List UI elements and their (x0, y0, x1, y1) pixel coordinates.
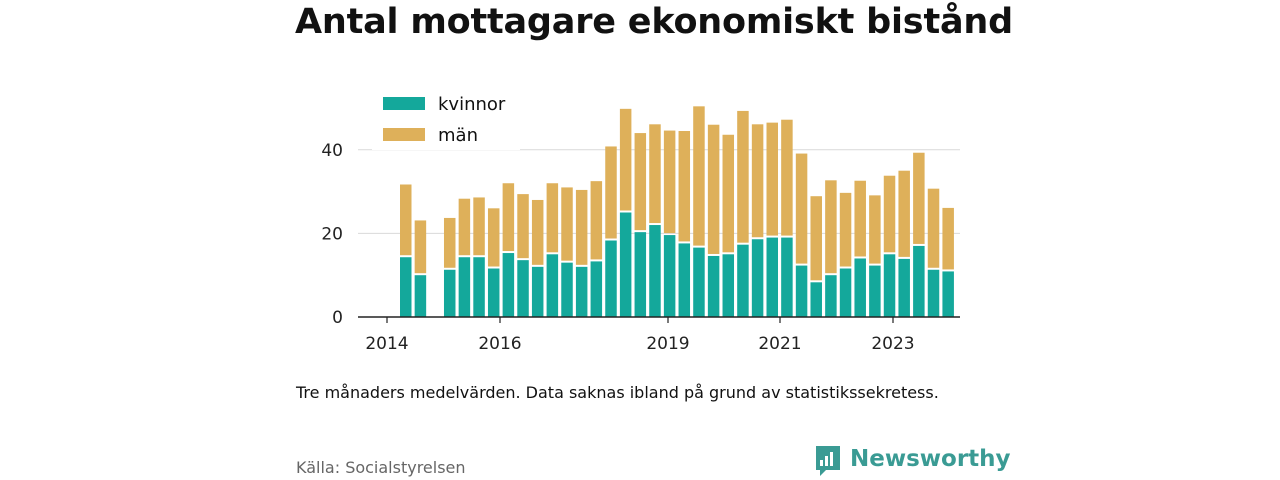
bar-man (781, 119, 793, 236)
bar-kvinnor (502, 253, 515, 317)
bar-kvinnor (414, 275, 427, 317)
bar-man (927, 188, 940, 268)
y-tick-label: 20 (321, 224, 343, 244)
bar-kvinnor (546, 254, 559, 317)
chart-title: Antal mottagare ekonomiskt bistånd (295, 2, 1013, 42)
bar-man (810, 196, 822, 281)
bar-man (531, 199, 544, 265)
bar-man (693, 106, 705, 246)
bar-kvinnor (810, 282, 822, 317)
bar-man (546, 183, 559, 253)
bar-kvinnor (751, 239, 764, 317)
bar-man (517, 194, 529, 259)
bar-kvinnor (737, 244, 749, 317)
bar-kvinnor (400, 257, 412, 317)
bar-kvinnor (663, 235, 676, 317)
bar-kvinnor (825, 275, 837, 317)
bar-man (751, 124, 764, 238)
bar-man (458, 198, 471, 256)
bar-kvinnor (942, 271, 954, 317)
bar-kvinnor (869, 265, 881, 317)
bar-man (795, 153, 808, 264)
bar-kvinnor (517, 260, 529, 317)
bar-kvinnor (854, 258, 866, 317)
x-tick-label: 2014 (365, 334, 408, 354)
bar-kvinnor (619, 212, 632, 317)
bar-man (766, 122, 778, 236)
bar-man (942, 207, 954, 270)
newsworthy-logo: Newsworthy (814, 444, 1011, 480)
bar-kvinnor (898, 258, 910, 317)
bar-kvinnor (561, 262, 573, 317)
x-tick-label: 2016 (478, 334, 521, 354)
bar-man (414, 220, 427, 274)
bar-kvinnor (913, 245, 925, 317)
bar-kvinnor (707, 255, 720, 317)
bar-man (913, 152, 925, 244)
bar-man (443, 217, 456, 268)
chart-note: Tre månaders medelvärden. Data saknas ib… (296, 383, 939, 402)
bar-man (605, 146, 617, 239)
bar-man (869, 195, 881, 264)
bar-kvinnor (473, 257, 485, 317)
bar-man (502, 183, 515, 252)
bar-man (590, 181, 603, 260)
x-tick-label: 2019 (646, 334, 689, 354)
legend-label: kvinnor (438, 94, 506, 115)
bar-man (737, 110, 749, 243)
legend: kvinnor män (372, 92, 520, 150)
bar-man (487, 208, 500, 267)
bar-man (678, 130, 691, 242)
bar-kvinnor (722, 254, 735, 317)
bar-man (400, 184, 412, 256)
bar-kvinnor (443, 269, 456, 317)
y-tick-label: 40 (321, 141, 343, 161)
bar-kvinnor (883, 254, 896, 317)
bar-kvinnor (795, 265, 808, 317)
bar-man (473, 197, 485, 256)
bar-man (825, 180, 837, 274)
bar-man (722, 134, 735, 253)
bar-man (883, 175, 896, 253)
bar-kvinnor (766, 237, 778, 317)
bar-man (898, 170, 910, 257)
bar-kvinnor (781, 237, 793, 317)
bar-man (663, 130, 676, 234)
bar-kvinnor (605, 240, 617, 317)
bars (400, 106, 954, 317)
bar-man (854, 180, 866, 257)
bar-kvinnor (575, 266, 588, 317)
bar-man (619, 108, 632, 211)
y-tick-label: 0 (332, 308, 343, 328)
bar-kvinnor (839, 268, 852, 317)
x-axis: 2014 2016 2019 2021 2023 (358, 316, 960, 354)
newsworthy-bar-chart-icon (816, 446, 840, 476)
bar-kvinnor (487, 268, 500, 317)
legend-label: män (438, 125, 478, 146)
bar-man (561, 187, 573, 261)
bar-kvinnor (693, 247, 705, 317)
bar-man (707, 124, 720, 254)
bar-kvinnor (678, 243, 691, 317)
brand-name: Newsworthy (850, 446, 1011, 472)
bar-kvinnor (927, 269, 940, 317)
bar-kvinnor (634, 232, 647, 317)
x-tick-label: 2021 (758, 334, 801, 354)
bar-kvinnor (531, 266, 544, 317)
source-credit: Källa: Socialstyrelsen (296, 458, 466, 477)
bar-man (649, 124, 661, 224)
bar-man (575, 189, 588, 265)
x-tick-label: 2023 (871, 334, 914, 354)
bar-man (634, 133, 647, 231)
legend-swatch (383, 128, 425, 141)
bar-man (839, 192, 852, 267)
bar-kvinnor (649, 225, 661, 317)
legend-swatch (383, 97, 425, 110)
bar-kvinnor (590, 261, 603, 317)
bar-kvinnor (458, 257, 471, 317)
y-axis-ticks: 0 20 40 (321, 141, 343, 328)
